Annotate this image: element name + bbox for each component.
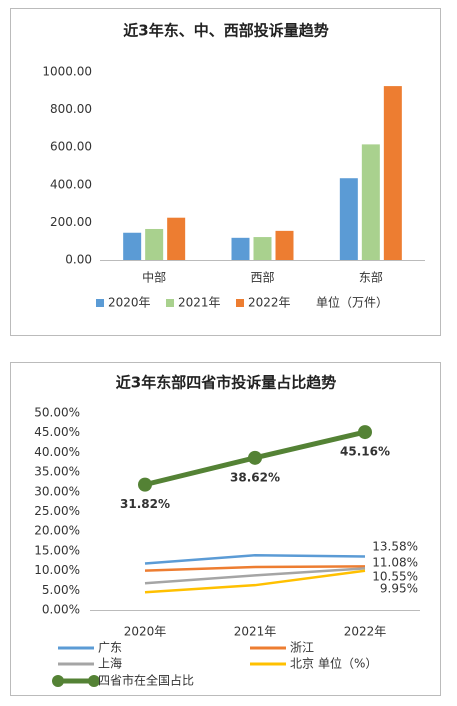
line	[144, 567, 366, 585]
legend-label: 2020年	[108, 296, 151, 310]
legend-swatch	[96, 299, 104, 307]
x-tick-label: 中部	[142, 270, 166, 285]
bar	[123, 232, 142, 260]
bar	[361, 144, 380, 260]
bar	[253, 237, 272, 260]
y-tick-label: 1000.00	[42, 65, 92, 79]
y-tick-label: 10.00%	[34, 563, 80, 577]
annotation: 单位（万件）	[316, 295, 388, 310]
x-tick-label: 2022年	[344, 625, 387, 639]
line	[144, 553, 366, 565]
data-label: 31.82%	[120, 497, 170, 511]
annotation: 单位（%）	[318, 656, 377, 671]
bar	[231, 237, 250, 260]
chart-frame	[10, 362, 441, 696]
data-label: 13.58%	[372, 540, 418, 554]
legend-marker	[88, 675, 100, 687]
bar	[383, 86, 402, 260]
x-tick-label: 东部	[359, 270, 383, 285]
line	[144, 565, 366, 572]
y-tick-label: 35.00%	[34, 465, 80, 479]
legend-label: 北京	[290, 657, 314, 671]
legend-label: 上海	[98, 656, 122, 671]
y-tick-label: 600.00	[50, 140, 92, 154]
bar	[339, 178, 358, 260]
data-label: 10.55%	[372, 570, 418, 584]
y-tick-label: 5.00%	[42, 583, 80, 597]
legend-swatch	[236, 299, 244, 307]
bar	[167, 217, 186, 260]
y-tick-label: 0.00%	[42, 603, 80, 617]
marker	[358, 425, 372, 440]
legend-marker	[52, 675, 64, 687]
marker	[248, 450, 262, 465]
data-label: 9.95%	[380, 582, 418, 596]
y-tick-label: 50.00%	[34, 406, 80, 420]
y-tick-label: 45.00%	[34, 425, 80, 439]
y-tick-label: 30.00%	[34, 484, 80, 498]
chart-title: 近3年东、中、西部投诉量趋势	[123, 22, 328, 40]
x-tick-label: 2021年	[234, 625, 277, 639]
y-tick-label: 0.00	[65, 253, 92, 267]
bar	[145, 228, 164, 260]
y-tick-label: 40.00%	[34, 445, 80, 459]
y-tick-label: 200.00	[50, 215, 92, 229]
data-label: 11.08%	[372, 556, 418, 570]
bar	[275, 230, 294, 260]
legend-swatch	[166, 299, 174, 307]
x-tick-label: 西部	[250, 270, 274, 285]
y-tick-label: 20.00%	[34, 524, 80, 538]
chart-title: 近3年东部四省市投诉量占比趋势	[116, 374, 336, 392]
legend-label: 浙江	[290, 641, 314, 655]
legend-label: 2022年	[248, 296, 291, 310]
y-tick-label: 25.00%	[34, 504, 80, 518]
legend-label: 广东	[98, 641, 122, 655]
marker	[138, 477, 152, 492]
line	[144, 569, 366, 594]
x-tick-label: 2020年	[124, 625, 167, 639]
legend-label: 2021年	[178, 296, 221, 310]
y-tick-label: 800.00	[50, 102, 92, 116]
legend-label: 四省市在全国占比	[98, 673, 194, 688]
y-tick-label: 400.00	[50, 177, 92, 191]
data-label: 38.62%	[230, 470, 280, 484]
y-tick-label: 15.00%	[34, 543, 80, 557]
data-label: 45.16%	[340, 445, 390, 459]
